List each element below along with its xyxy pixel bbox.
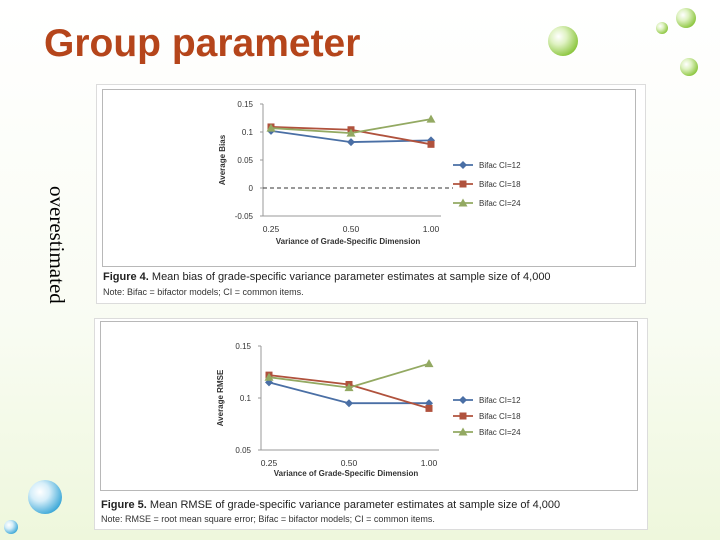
y-tick-label: 0.05 bbox=[235, 446, 251, 455]
data-point bbox=[347, 138, 355, 147]
water-drop-decoration bbox=[676, 8, 696, 28]
side-label: overestimated bbox=[36, 186, 76, 326]
x-tick-label: 0.50 bbox=[343, 224, 360, 234]
data-point bbox=[424, 359, 434, 368]
figure-caption-text: Mean RMSE of grade-specific variance par… bbox=[149, 499, 561, 511]
chart-frame: -0.05 0 0.05 0.1 0.15 0.25 0.50 1.00 Variance of… bbox=[102, 89, 636, 267]
legend-label: Bifac CI=12 bbox=[479, 161, 521, 170]
y-tick-label: 0.15 bbox=[237, 100, 253, 109]
legend-label: Bifac CI=18 bbox=[479, 180, 521, 189]
data-point bbox=[459, 180, 467, 188]
y-tick-label: 0.15 bbox=[235, 342, 251, 351]
x-axis-title: Variance of Grade-Specific Dimension bbox=[274, 469, 419, 478]
figure-caption: Figure 4. Mean bias of grade-specific va… bbox=[103, 271, 551, 283]
water-drop-decoration bbox=[28, 480, 62, 514]
data-point bbox=[458, 427, 468, 436]
figure-4: -0.05 0 0.05 0.1 0.15 0.25 0.50 1.00 Variance of… bbox=[96, 84, 646, 304]
data-point bbox=[345, 399, 353, 408]
x-axis-title: Variance of Grade-Specific Dimension bbox=[276, 237, 421, 246]
figure-number: Figure 4. bbox=[103, 271, 149, 283]
x-tick-label: 1.00 bbox=[423, 224, 440, 234]
figure-caption-text: Mean bias of grade-specific variance par… bbox=[151, 271, 551, 283]
data-point bbox=[425, 399, 433, 408]
y-axis-title: Average Bias bbox=[218, 134, 227, 185]
data-point bbox=[459, 161, 467, 169]
y-tick-label: -0.05 bbox=[235, 212, 254, 221]
slide-title: Group parameter bbox=[44, 22, 361, 65]
chart-frame: 0.05 0.1 0.15 0.25 0.50 1.00 Variance of Grade… bbox=[100, 321, 638, 491]
data-point bbox=[458, 198, 468, 207]
y-tick-label: 0.1 bbox=[242, 128, 254, 137]
y-tick-label: 0 bbox=[249, 184, 254, 193]
y-tick-label: 0.1 bbox=[240, 394, 252, 403]
water-drop-decoration bbox=[548, 26, 578, 56]
y-tick-label: 0.05 bbox=[237, 156, 253, 165]
figure-5: 0.05 0.1 0.15 0.25 0.50 1.00 Variance of Grade… bbox=[94, 318, 648, 530]
data-point bbox=[266, 123, 276, 132]
legend-label: Bifac CI=24 bbox=[479, 428, 521, 437]
data-point bbox=[344, 383, 354, 392]
y-axis-title: Average RMSE bbox=[216, 369, 225, 426]
legend-label: Bifac CI=12 bbox=[479, 396, 521, 405]
data-point bbox=[346, 128, 356, 137]
water-drop-decoration bbox=[656, 22, 668, 34]
figure-note: Note: RMSE = root mean square error; Bif… bbox=[101, 514, 435, 524]
x-tick-label: 0.25 bbox=[261, 458, 278, 468]
x-tick-label: 1.00 bbox=[421, 458, 438, 468]
data-point bbox=[459, 412, 467, 420]
data-point bbox=[264, 372, 274, 381]
legend-label: Bifac CI=24 bbox=[479, 199, 521, 208]
legend-label: Bifac CI=18 bbox=[479, 412, 521, 421]
water-drop-decoration bbox=[4, 520, 18, 534]
data-point bbox=[459, 396, 467, 404]
data-point bbox=[265, 378, 273, 387]
figure-note: Note: Bifac = bifactor models; CI = comm… bbox=[103, 287, 304, 297]
figure-caption: Figure 5. Mean RMSE of grade-specific va… bbox=[101, 499, 560, 511]
data-point bbox=[427, 140, 435, 148]
x-tick-label: 0.25 bbox=[263, 224, 280, 234]
data-point bbox=[425, 404, 433, 412]
side-label-text: overestimated bbox=[45, 186, 69, 304]
water-drop-decoration bbox=[680, 58, 698, 76]
figure-number: Figure 5. bbox=[101, 499, 147, 511]
data-point bbox=[426, 114, 436, 123]
x-tick-label: 0.50 bbox=[341, 458, 358, 468]
